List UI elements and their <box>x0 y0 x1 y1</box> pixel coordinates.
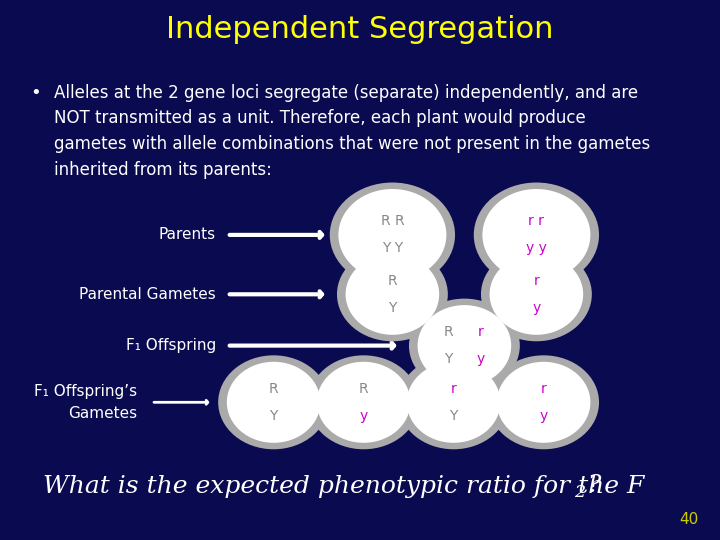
Text: ?: ? <box>587 475 600 497</box>
Text: R: R <box>359 382 369 396</box>
Ellipse shape <box>218 355 329 449</box>
Text: F₁ Offspring: F₁ Offspring <box>126 338 216 353</box>
Text: •: • <box>30 84 41 102</box>
Ellipse shape <box>409 299 520 393</box>
Ellipse shape <box>474 183 599 287</box>
Text: Parents: Parents <box>159 227 216 242</box>
Ellipse shape <box>407 362 500 443</box>
Text: Parental Gametes: Parental Gametes <box>79 287 216 302</box>
Ellipse shape <box>330 183 455 287</box>
Text: Y: Y <box>388 301 397 315</box>
Text: r r: r r <box>528 214 544 228</box>
Text: What is the expected phenotypic ratio for the F: What is the expected phenotypic ratio fo… <box>43 475 644 497</box>
Text: r: r <box>541 382 546 396</box>
Text: y: y <box>359 409 368 423</box>
Text: R: R <box>269 382 279 396</box>
Ellipse shape <box>482 189 590 281</box>
Ellipse shape <box>338 189 446 281</box>
Text: y: y <box>476 352 485 366</box>
Text: r: r <box>477 325 483 339</box>
Text: Gametes: Gametes <box>68 406 137 421</box>
Text: r: r <box>534 274 539 288</box>
Ellipse shape <box>418 305 511 386</box>
Ellipse shape <box>337 247 448 341</box>
Text: y: y <box>532 301 541 315</box>
Text: Y Y: Y Y <box>382 241 403 255</box>
Ellipse shape <box>481 247 592 341</box>
Text: r: r <box>451 382 456 396</box>
Ellipse shape <box>317 362 410 443</box>
Text: 40: 40 <box>679 512 698 527</box>
Text: R R: R R <box>381 214 404 228</box>
Ellipse shape <box>346 254 439 335</box>
Text: Y: Y <box>449 409 458 423</box>
Text: Y: Y <box>444 352 453 366</box>
Text: y y: y y <box>526 241 546 255</box>
Text: R: R <box>444 325 454 339</box>
Text: Y: Y <box>269 409 278 423</box>
Text: 2: 2 <box>574 484 585 501</box>
Ellipse shape <box>497 362 590 443</box>
Text: R: R <box>387 274 397 288</box>
Text: F₁ Offspring’s: F₁ Offspring’s <box>34 384 137 399</box>
Ellipse shape <box>308 355 419 449</box>
Text: Independent Segregation: Independent Segregation <box>166 15 554 44</box>
Text: Alleles at the 2 gene loci segregate (separate) independently, and are
NOT trans: Alleles at the 2 gene loci segregate (se… <box>54 84 650 179</box>
Ellipse shape <box>227 362 320 443</box>
Ellipse shape <box>490 254 583 335</box>
Ellipse shape <box>488 355 599 449</box>
Ellipse shape <box>398 355 509 449</box>
Text: y: y <box>539 409 548 423</box>
